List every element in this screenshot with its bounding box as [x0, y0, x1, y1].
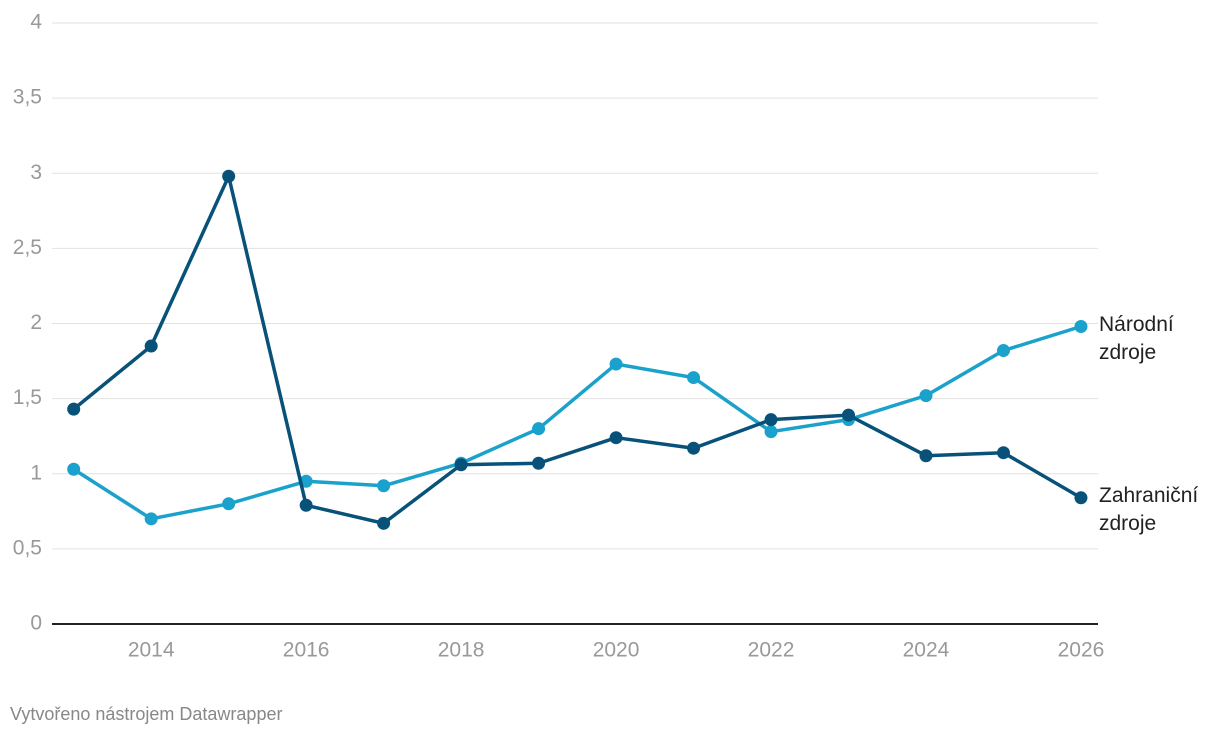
point: [996, 446, 1010, 460]
x-tick-label: 2014: [128, 639, 175, 662]
x-tick-label: 2026: [1058, 639, 1105, 662]
point: [144, 339, 158, 353]
series-line: [72, 174, 1082, 526]
point: [919, 449, 933, 463]
point: [144, 512, 158, 526]
y-tick-label: 1,5: [13, 386, 42, 409]
point: [222, 169, 236, 183]
point: [454, 458, 468, 472]
y-tick-label: 2,5: [13, 236, 42, 259]
point: [377, 479, 391, 493]
point: [1074, 320, 1088, 334]
point: [609, 431, 623, 445]
point: [996, 344, 1010, 358]
point: [842, 408, 856, 422]
point: [532, 456, 546, 470]
y-tick-label: 2: [30, 311, 42, 334]
point: [919, 389, 933, 403]
x-tick-label: 2016: [283, 639, 330, 662]
x-tick-label: 2022: [748, 639, 795, 662]
series-line: [72, 324, 1082, 521]
point: [764, 425, 778, 439]
y-tick-label: 3,5: [13, 86, 42, 109]
x-tick-label: 2020: [593, 639, 640, 662]
point: [609, 357, 623, 371]
point: [764, 413, 778, 427]
credit: Vytvořeno nástrojem Datawrapper: [10, 704, 283, 724]
point: [67, 462, 81, 476]
point: [222, 497, 236, 511]
y-tick-label: 0,5: [13, 536, 42, 559]
point: [687, 441, 701, 455]
chart: 0 0,5 1 1,5 2 2,5 3 3,5 4 2014 2016 2018 2020 2022 202…: [13, 11, 1105, 662]
point: [67, 402, 81, 416]
point: [1074, 491, 1088, 505]
y-tick-label: 3: [30, 161, 42, 184]
series-label: Zahraniční zdroje: [1099, 483, 1199, 535]
y-tick-label: 1: [30, 461, 42, 484]
series-label: Národní zdroje: [1099, 312, 1174, 364]
x-tick-label: 2024: [903, 639, 950, 662]
point: [687, 371, 701, 385]
point: [532, 422, 546, 436]
point: [377, 516, 391, 530]
x-tick-label: 2018: [438, 639, 485, 662]
y-tick-label: 4: [30, 11, 42, 34]
point: [299, 498, 313, 512]
y-tick-label: 0: [30, 612, 42, 635]
